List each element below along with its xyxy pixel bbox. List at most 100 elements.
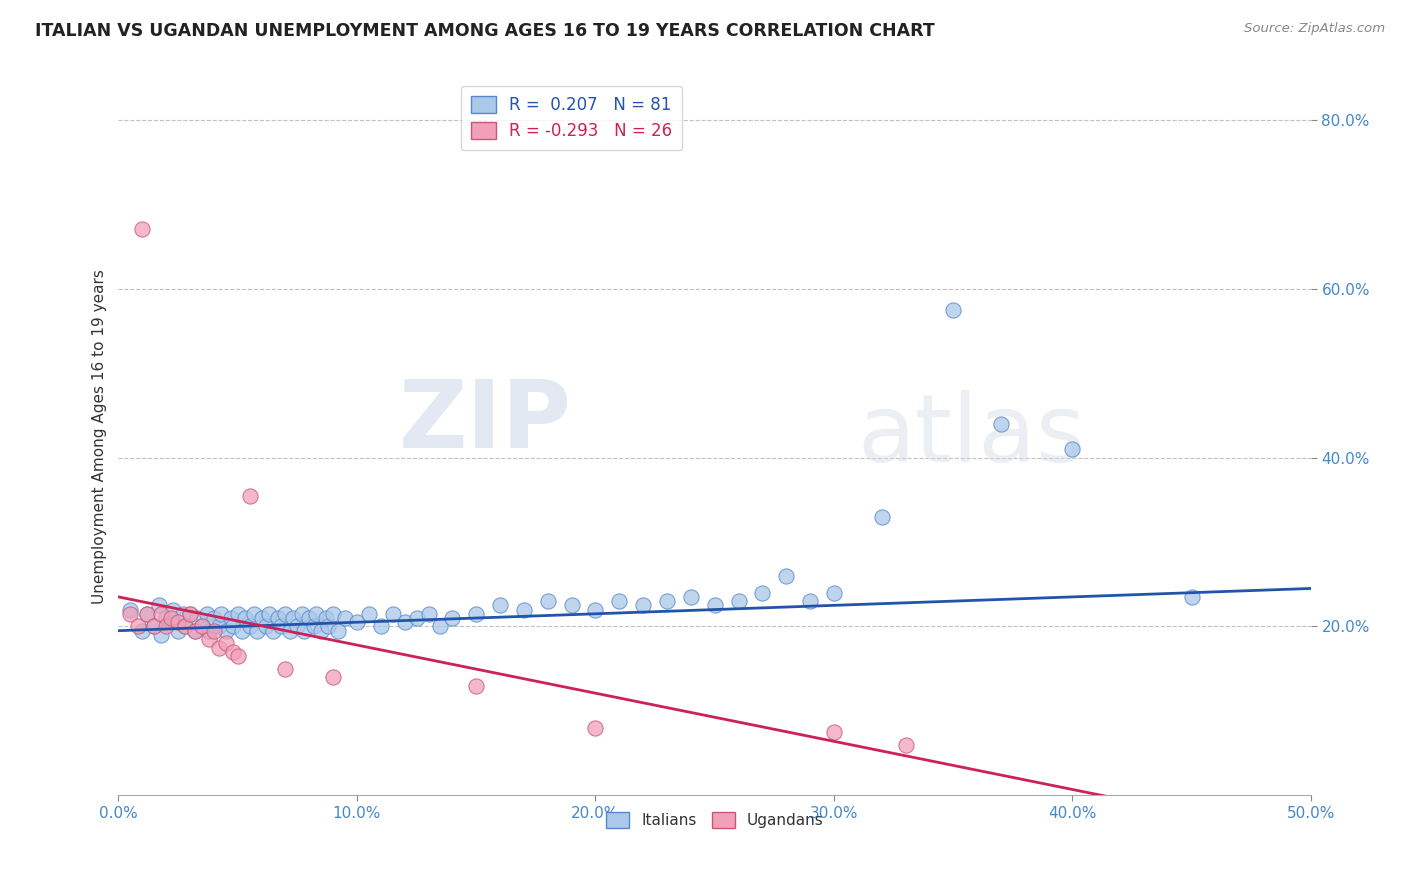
Point — [222, 619, 245, 633]
Point — [1181, 590, 1204, 604]
Point — [198, 632, 221, 647]
Point — [179, 607, 201, 621]
Point — [184, 624, 207, 638]
Point — [285, 619, 308, 633]
Point — [162, 602, 184, 616]
Point — [167, 615, 190, 630]
Point — [990, 417, 1012, 431]
Point — [751, 585, 773, 599]
Point — [489, 599, 512, 613]
Point — [174, 619, 197, 633]
Point — [274, 662, 297, 676]
Point — [136, 607, 159, 621]
Point — [394, 615, 416, 630]
Text: ZIP: ZIP — [399, 376, 572, 468]
Point — [465, 607, 488, 621]
Point — [305, 607, 328, 621]
Point — [465, 679, 488, 693]
Point — [246, 624, 269, 638]
Point — [198, 624, 221, 638]
Point — [585, 602, 607, 616]
Point — [202, 611, 225, 625]
Point — [309, 624, 332, 638]
Point — [120, 607, 142, 621]
Point — [537, 594, 560, 608]
Point — [267, 611, 290, 625]
Point — [186, 611, 208, 625]
Point — [160, 611, 183, 625]
Point — [239, 489, 262, 503]
Point — [322, 670, 344, 684]
Point — [370, 619, 392, 633]
Point — [333, 611, 356, 625]
Point — [226, 607, 249, 621]
Point — [607, 594, 630, 608]
Point — [219, 611, 242, 625]
Point — [207, 619, 229, 633]
Point — [585, 721, 607, 735]
Point — [226, 648, 249, 663]
Text: Source: ZipAtlas.com: Source: ZipAtlas.com — [1244, 22, 1385, 36]
Point — [346, 615, 368, 630]
Point — [298, 611, 321, 625]
Point — [405, 611, 427, 625]
Point — [775, 568, 797, 582]
Point — [174, 619, 197, 633]
Point — [209, 607, 232, 621]
Point — [799, 594, 821, 608]
Point — [207, 640, 229, 655]
Point — [150, 628, 173, 642]
Point — [274, 607, 297, 621]
Point — [326, 624, 349, 638]
Point — [727, 594, 749, 608]
Point — [655, 594, 678, 608]
Point — [870, 509, 893, 524]
Point — [513, 602, 536, 616]
Point — [561, 599, 583, 613]
Point — [143, 619, 166, 633]
Point — [1062, 442, 1084, 456]
Point — [823, 585, 845, 599]
Point — [184, 624, 207, 638]
Point — [254, 619, 277, 633]
Point — [429, 619, 451, 633]
Point — [942, 302, 965, 317]
Point — [167, 624, 190, 638]
Text: ITALIAN VS UGANDAN UNEMPLOYMENT AMONG AGES 16 TO 19 YEARS CORRELATION CHART: ITALIAN VS UGANDAN UNEMPLOYMENT AMONG AG… — [35, 22, 935, 40]
Point — [215, 624, 238, 638]
Point — [679, 590, 702, 604]
Point — [120, 602, 142, 616]
Point — [172, 607, 194, 621]
Point — [160, 615, 183, 630]
Point — [131, 222, 153, 236]
Point — [281, 611, 304, 625]
Point — [257, 607, 280, 621]
Point — [191, 619, 214, 633]
Point — [441, 611, 464, 625]
Point — [322, 607, 344, 621]
Point — [823, 725, 845, 739]
Point — [239, 619, 262, 633]
Point — [250, 611, 273, 625]
Point — [418, 607, 440, 621]
Point — [291, 607, 314, 621]
Point — [270, 619, 292, 633]
Point — [195, 607, 218, 621]
Point — [202, 624, 225, 638]
Point — [191, 619, 214, 633]
Point — [233, 611, 256, 625]
Point — [127, 619, 149, 633]
Legend: Italians, Ugandans: Italians, Ugandans — [600, 806, 830, 834]
Point — [155, 611, 177, 625]
Point — [150, 607, 173, 621]
Point — [894, 738, 917, 752]
Point — [302, 619, 325, 633]
Point — [215, 636, 238, 650]
Point — [631, 599, 654, 613]
Point — [357, 607, 380, 621]
Point — [136, 607, 159, 621]
Point — [703, 599, 725, 613]
Point — [381, 607, 404, 621]
Point — [278, 624, 301, 638]
Point — [148, 599, 170, 613]
